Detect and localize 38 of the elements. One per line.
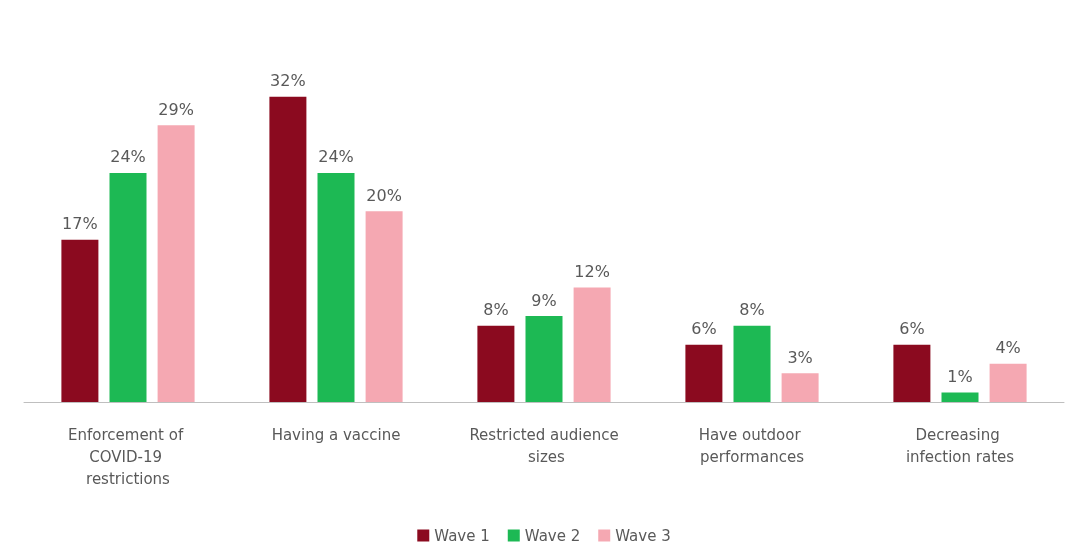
data-label: 6% bbox=[899, 319, 925, 339]
bar bbox=[157, 125, 195, 402]
bar bbox=[109, 172, 147, 402]
bar bbox=[941, 392, 979, 402]
x-tick-label: Decreasing infection rates bbox=[905, 426, 1015, 466]
legend-label: Wave 1 bbox=[434, 526, 490, 545]
data-label: 9% bbox=[531, 290, 557, 310]
bar bbox=[61, 239, 99, 402]
x-tick-label: Enforcement of COVID-19 restrictions bbox=[68, 426, 188, 488]
bar bbox=[317, 172, 355, 402]
bar bbox=[365, 211, 403, 402]
data-label: 8% bbox=[739, 300, 765, 320]
data-label: 12% bbox=[574, 261, 610, 281]
data-label: 17% bbox=[62, 214, 98, 234]
data-label: 24% bbox=[110, 147, 146, 167]
legend-label: Wave 2 bbox=[524, 526, 581, 545]
data-label: 1% bbox=[947, 366, 973, 386]
data-label: 29% bbox=[158, 99, 194, 119]
bar bbox=[781, 373, 819, 402]
data-label: 3% bbox=[787, 347, 813, 367]
bar bbox=[893, 344, 931, 402]
bar bbox=[269, 96, 307, 402]
x-tick-label: Have outdoor performances bbox=[698, 426, 806, 466]
data-label: 24% bbox=[318, 147, 354, 167]
x-tick-label: Having a vaccine bbox=[271, 426, 401, 444]
bar bbox=[733, 325, 771, 402]
legend-label: Wave 3 bbox=[615, 526, 671, 545]
bar bbox=[477, 325, 515, 402]
data-label: 4% bbox=[995, 338, 1021, 358]
bar bbox=[573, 287, 611, 402]
data-label: 32% bbox=[270, 71, 306, 91]
bar bbox=[989, 363, 1027, 402]
data-label: 6% bbox=[691, 319, 717, 339]
data-label: 20% bbox=[366, 185, 402, 205]
bar bbox=[685, 344, 723, 402]
data-label: 8% bbox=[483, 300, 509, 320]
bar bbox=[525, 316, 563, 402]
x-tick-label: Restricted audience sizes bbox=[469, 426, 619, 466]
